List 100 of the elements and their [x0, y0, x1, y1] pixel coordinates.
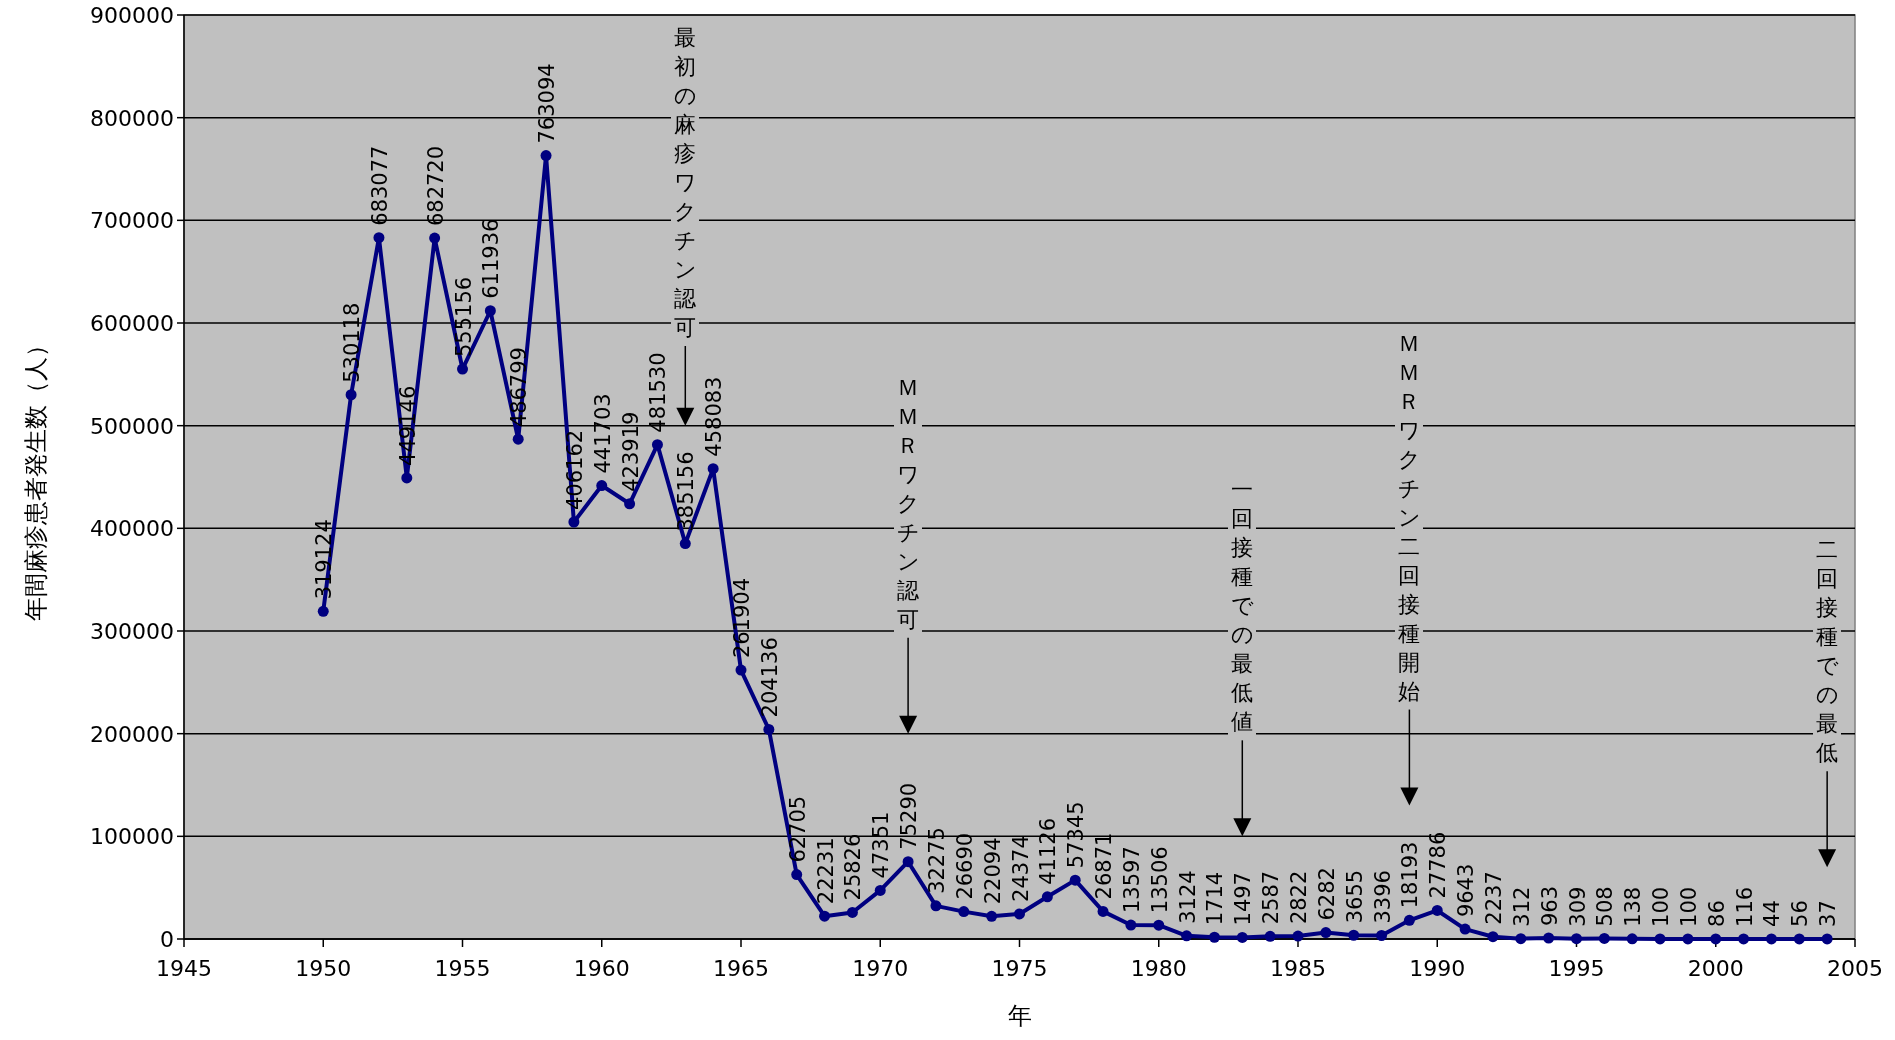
data-label: 13506: [1147, 846, 1172, 914]
x-axis-title: 年: [1007, 1002, 1032, 1030]
x-tick-label: 1985: [1270, 956, 1326, 981]
data-label: 26871: [1092, 832, 1117, 900]
data-label: 261904: [730, 577, 754, 659]
point: [1014, 908, 1025, 920]
point: [401, 472, 413, 484]
point: [1208, 931, 1220, 943]
data-label: 32275: [924, 827, 949, 894]
data-label: 682720: [423, 145, 448, 227]
point: [1487, 931, 1499, 943]
point: [1515, 933, 1527, 945]
point: [1264, 930, 1276, 942]
point: [1571, 933, 1582, 945]
point: [791, 869, 803, 881]
data-label: 116: [1732, 886, 1757, 927]
x-tick-label: 1960: [573, 956, 630, 981]
point: [1069, 874, 1081, 886]
data-label: 47351: [869, 811, 894, 879]
point: [345, 389, 357, 401]
data-label: 27786: [1426, 831, 1451, 899]
data-label: 75290: [897, 782, 922, 850]
point: [1153, 919, 1165, 931]
data-label: 100: [1649, 886, 1674, 927]
point: [1710, 933, 1722, 945]
y-tick-label: 400000: [90, 516, 174, 542]
point: [735, 664, 747, 676]
point: [317, 605, 329, 617]
data-label: 611936: [479, 218, 504, 299]
point: [1793, 933, 1805, 945]
y-tick-label: 100000: [90, 824, 174, 850]
data-label: 22231: [813, 837, 838, 905]
data-label: 530118: [340, 302, 365, 383]
data-label: 319124: [312, 519, 337, 600]
point: [986, 910, 998, 922]
point: [1348, 929, 1360, 941]
data-label: 6282: [1314, 867, 1339, 921]
data-label: 683077: [367, 145, 392, 226]
point: [1598, 932, 1610, 944]
y-tick-label: 900000: [90, 3, 174, 28]
y-axis-title: 年間麻疹患者発生数（人）: [22, 333, 50, 621]
data-label: 57345: [1064, 801, 1089, 869]
point: [679, 538, 691, 550]
data-label: 486799: [507, 347, 532, 428]
data-label: 3124: [1175, 870, 1200, 924]
data-label: 37: [1816, 900, 1841, 927]
point: [1292, 930, 1304, 942]
y-tick-label: 600000: [90, 311, 174, 336]
data-label: 22094: [980, 837, 1005, 905]
point: [1431, 904, 1443, 916]
point: [1403, 914, 1415, 926]
y-tick-label: 500000: [90, 413, 174, 439]
point: [596, 480, 608, 492]
point: [902, 856, 914, 868]
data-label: 763094: [535, 63, 560, 144]
point: [512, 433, 524, 445]
point: [1821, 933, 1833, 945]
point: [457, 363, 468, 375]
data-label: 423919: [618, 411, 643, 492]
data-label: 3655: [1342, 869, 1367, 924]
point: [819, 910, 831, 922]
data-label: 2822: [1287, 870, 1311, 925]
data-label: 13597: [1119, 846, 1144, 914]
data-label: 138: [1621, 886, 1646, 927]
data-label: 963: [1537, 885, 1562, 927]
data-label: 449146: [395, 385, 420, 466]
x-tick-label: 1945: [156, 956, 212, 981]
data-label: 2237: [1481, 871, 1506, 925]
point: [930, 900, 942, 912]
x-tick-label: 1965: [713, 956, 769, 981]
point: [1765, 933, 1777, 945]
point: [707, 463, 719, 475]
point: [1459, 923, 1471, 935]
data-label: 555156: [451, 276, 476, 358]
data-label: 86: [1704, 900, 1729, 927]
data-label: 26690: [952, 832, 977, 900]
y-tick-label: 700000: [90, 208, 174, 234]
point: [1320, 927, 1332, 939]
point: [568, 516, 580, 528]
point: [429, 232, 441, 244]
data-label: 312: [1509, 886, 1534, 927]
data-label: 100: [1676, 886, 1701, 927]
data-label: 309: [1565, 886, 1590, 927]
point: [1682, 933, 1694, 945]
x-tick-label: 1995: [1548, 956, 1605, 981]
data-label: 406162: [562, 429, 587, 511]
x-tick-label: 1975: [991, 956, 1048, 981]
point: [1654, 933, 1666, 945]
data-label: 62705: [785, 795, 810, 863]
x-tick-label: 1955: [434, 956, 491, 981]
x-tick-label: 2005: [1827, 956, 1883, 981]
point: [1376, 930, 1388, 942]
data-label: 481530: [646, 352, 671, 433]
y-tick-label: 200000: [90, 721, 174, 747]
point: [1097, 905, 1109, 917]
data-label: 44: [1760, 900, 1785, 927]
x-tick-label: 1980: [1130, 956, 1187, 981]
data-label: 441703: [590, 393, 615, 474]
data-label: 9643: [1454, 863, 1479, 918]
point: [1125, 919, 1137, 931]
